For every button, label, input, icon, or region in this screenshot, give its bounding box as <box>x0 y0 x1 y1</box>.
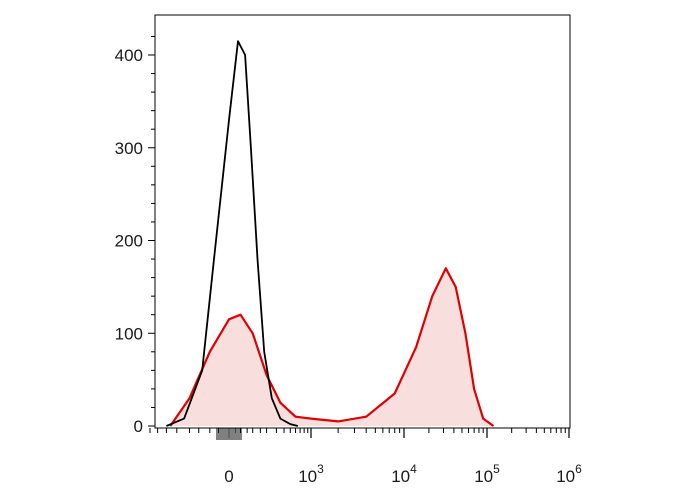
x-tick-label: 0 <box>224 467 233 486</box>
series-layer <box>166 40 495 427</box>
series-area-fill <box>170 268 494 426</box>
y-tick-label: 100 <box>115 324 143 343</box>
series-line <box>166 40 299 427</box>
y-axis: 0 100 200 300 400 <box>115 35 155 436</box>
series-line <box>169 267 495 427</box>
y-tick-label: 200 <box>115 232 143 251</box>
x-tick-label: 106 <box>556 462 582 486</box>
y-tick-label: 400 <box>115 46 143 65</box>
y-tick-label: 0 <box>134 417 143 436</box>
x-tick-label: 105 <box>474 462 500 486</box>
y-tick-label: 300 <box>115 139 143 158</box>
x-tick-label: 103 <box>298 462 324 486</box>
x-tick-label: 104 <box>391 462 417 486</box>
x-axis: 0 103 104 105 106 <box>149 428 582 486</box>
